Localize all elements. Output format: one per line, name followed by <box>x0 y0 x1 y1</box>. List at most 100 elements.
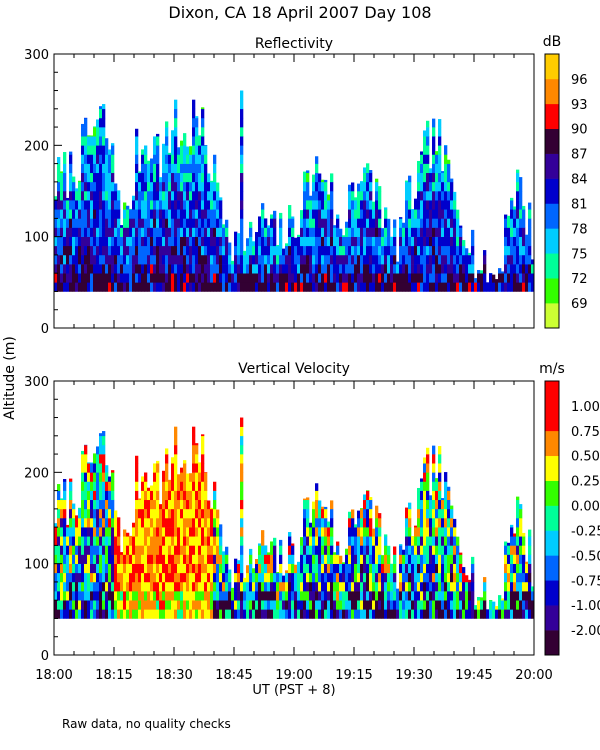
heatmap-cell <box>60 563 64 574</box>
heatmap-cell <box>282 591 286 601</box>
heatmap-cell <box>270 245 274 256</box>
heatmap-cell <box>216 209 220 219</box>
heatmap-cell <box>201 554 205 564</box>
heatmap-cell <box>279 212 283 219</box>
heatmap-cell <box>525 591 529 601</box>
heatmap-cell <box>528 273 532 283</box>
heatmap-cell <box>183 536 187 546</box>
heatmap-cell <box>129 208 133 210</box>
heatmap-cell <box>330 518 334 528</box>
heatmap-cell <box>126 209 130 219</box>
heatmap-cell <box>99 106 103 110</box>
heatmap-cell <box>207 609 211 619</box>
heatmap-cell <box>318 508 322 519</box>
heatmap-cell <box>147 518 151 528</box>
heatmap-cell <box>168 191 172 201</box>
heatmap-cell <box>282 282 286 292</box>
heatmap-cell <box>57 191 61 201</box>
heatmap-cell <box>411 273 415 283</box>
heatmap-cell <box>426 227 430 237</box>
heatmap-cell <box>63 600 67 610</box>
heatmap-cell <box>60 254 64 265</box>
heatmap-cell <box>186 527 190 537</box>
heatmap-cell <box>75 518 79 528</box>
heatmap-cell <box>153 145 157 155</box>
heatmap-cell <box>315 273 319 283</box>
heatmap-cell <box>303 527 307 537</box>
heatmap-cell <box>366 191 370 201</box>
heatmap-cell <box>519 254 523 265</box>
heatmap-cell <box>450 505 454 510</box>
heatmap-cell <box>60 600 64 610</box>
heatmap-cell <box>432 136 436 146</box>
heatmap-cell <box>147 245 151 256</box>
heatmap-cell <box>144 518 148 528</box>
heatmap-cell <box>366 554 370 564</box>
heatmap-cell <box>363 609 367 619</box>
x-tick-label: 18:00 <box>35 668 72 683</box>
heatmap-cell <box>507 245 511 256</box>
heatmap-cell <box>321 600 325 610</box>
heatmap-cell <box>243 600 247 610</box>
heatmap-cell <box>102 245 106 256</box>
heatmap-cell <box>375 181 379 192</box>
heatmap-cell <box>198 490 202 501</box>
heatmap-cell <box>423 581 427 592</box>
colorbar-label: 93 <box>571 98 588 113</box>
heatmap-cell <box>417 581 421 592</box>
heatmap-cell <box>378 227 382 237</box>
heatmap-cell <box>210 180 214 183</box>
heatmap-cell <box>105 499 109 510</box>
heatmap-cell <box>204 581 208 592</box>
heatmap-cell <box>399 218 403 228</box>
heatmap-cell <box>189 264 193 274</box>
heatmap-cell <box>318 600 322 610</box>
heatmap-cell <box>102 236 106 247</box>
heatmap-cell <box>363 227 367 237</box>
heatmap-cell <box>438 145 442 155</box>
heatmap-cell <box>153 463 157 473</box>
heatmap-cell <box>450 518 454 528</box>
heatmap-cell <box>366 527 370 537</box>
heatmap-cell <box>171 209 175 219</box>
heatmap-cell <box>195 273 199 283</box>
heatmap-cell <box>411 236 415 247</box>
heatmap-cell <box>216 200 220 210</box>
heatmap-cell <box>84 218 88 228</box>
heatmap-cell <box>159 245 163 256</box>
heatmap-cell <box>87 145 91 155</box>
heatmap-cell <box>168 254 172 265</box>
heatmap-cell <box>504 282 508 292</box>
heatmap-cell <box>363 554 367 564</box>
heatmap-cell <box>477 600 481 610</box>
heatmap-cell <box>348 563 352 574</box>
heatmap-cell <box>87 282 91 292</box>
heatmap-cell <box>102 572 106 583</box>
heatmap-cell <box>174 499 178 510</box>
heatmap-cell <box>282 600 286 610</box>
heatmap-cell <box>510 264 514 274</box>
heatmap-cell <box>87 191 91 201</box>
heatmap-cell <box>225 600 229 610</box>
heatmap-cell <box>156 163 160 174</box>
heatmap-cell <box>339 228 343 237</box>
heatmap-cell <box>237 282 241 292</box>
heatmap-cell <box>237 233 241 237</box>
heatmap-cell <box>162 282 166 292</box>
heatmap-cell <box>264 254 268 265</box>
heatmap-cell <box>243 250 247 256</box>
heatmap-cell <box>522 273 526 283</box>
heatmap-cell <box>303 536 307 546</box>
heatmap-cell <box>162 581 166 592</box>
heatmap-cell <box>210 572 214 583</box>
heatmap-cell <box>435 200 439 210</box>
heatmap-cell <box>168 554 172 564</box>
heatmap-cell <box>189 245 193 256</box>
heatmap-cell <box>96 572 100 583</box>
heatmap-cell <box>363 172 367 183</box>
heatmap-cell <box>333 236 337 247</box>
heatmap-cell <box>369 172 373 183</box>
heatmap-cell <box>258 543 262 546</box>
heatmap-cell <box>285 600 289 610</box>
heatmap-cell <box>153 527 157 537</box>
